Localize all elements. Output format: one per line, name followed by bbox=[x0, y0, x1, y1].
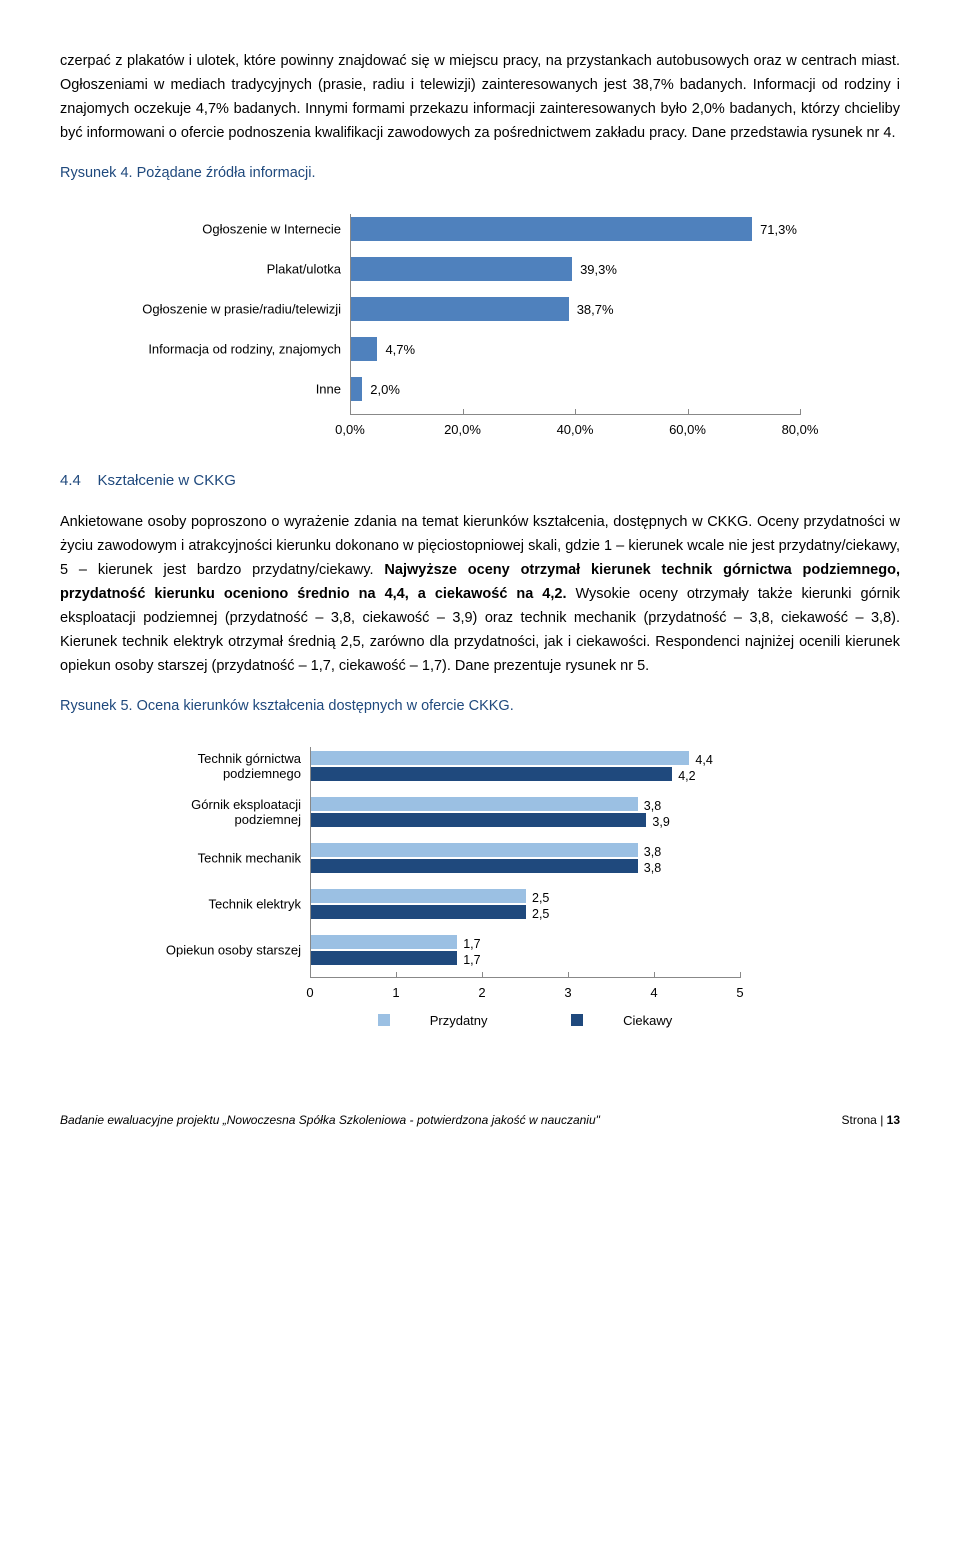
legend-ciekawy: Ciekawy bbox=[623, 1013, 672, 1028]
chart5-bar-ciekawy: 2,5 bbox=[311, 905, 526, 919]
section-number: 4.4 bbox=[60, 472, 81, 489]
chart5-bar-value: 2,5 bbox=[526, 904, 549, 925]
chart4-row: Ogłoszenie w Internecie71,3% bbox=[351, 214, 800, 244]
legend-przydatny: Przydatny bbox=[430, 1013, 488, 1028]
chart4-bar-value: 2,0% bbox=[362, 379, 400, 400]
section-title-text: Kształcenie w CKKG bbox=[98, 472, 236, 489]
page-footer: Badanie ewaluacyjne projektu „Nowoczesna… bbox=[60, 1111, 900, 1131]
chart5-bar-przydatny: 3,8 bbox=[311, 843, 638, 857]
chart4-bar-label: Informacja od rodziny, znajomych bbox=[81, 338, 351, 359]
chart4-bar-value: 39,3% bbox=[572, 259, 617, 280]
chart4-xtick: 40,0% bbox=[557, 419, 594, 440]
figure5-title: Rysunek 5. Ocena kierunków kształcenia d… bbox=[60, 695, 900, 719]
chart5-row: Górnik eksploatacjipodziemnej3,83,9 bbox=[311, 793, 740, 833]
chart5-bar-przydatny: 1,7 bbox=[311, 935, 457, 949]
chart4-xtick: 80,0% bbox=[782, 419, 819, 440]
chart5-xtick: 5 bbox=[736, 982, 743, 1003]
chart5-legend: Przydatny Ciekawy bbox=[310, 1010, 740, 1031]
chart4-bar: 2,0% bbox=[351, 377, 362, 401]
chart5-bar-value: 4,2 bbox=[672, 766, 695, 787]
chart5-xtick: 2 bbox=[478, 982, 485, 1003]
figure4-title: Rysunek 4. Pożądane źródła informacji. bbox=[60, 162, 900, 186]
chart4-xtick: 60,0% bbox=[669, 419, 706, 440]
chart5-bar-value: 1,7 bbox=[457, 950, 480, 971]
chart5-xtick: 0 bbox=[306, 982, 313, 1003]
chart4-row: Informacja od rodziny, znajomych4,7% bbox=[351, 334, 800, 364]
chart4-bar-value: 71,3% bbox=[752, 219, 797, 240]
chart4-bar: 39,3% bbox=[351, 257, 572, 281]
chart5-bar-label: Technik mechanik bbox=[41, 851, 311, 866]
chart4-bar-label: Inne bbox=[81, 378, 351, 399]
chart5-bar-label: Technik elektryk bbox=[41, 897, 311, 912]
chart5-bar-label: Opiekun osoby starszej bbox=[41, 943, 311, 958]
chart5-bar-przydatny: 4,4 bbox=[311, 751, 689, 765]
chart-figure4: Ogłoszenie w Internecie71,3% Plakat/ulotk… bbox=[350, 214, 800, 439]
chart4-bar-label: Ogłoszenie w prasie/radiu/telewizji bbox=[81, 298, 351, 319]
chart5-bar-przydatny: 3,8 bbox=[311, 797, 638, 811]
chart5-bar-ciekawy: 1,7 bbox=[311, 951, 457, 965]
footer-page-label: Strona | bbox=[842, 1113, 887, 1127]
chart4-bar-label: Ogłoszenie w Internecie bbox=[81, 218, 351, 239]
chart5-row: Technik elektryk2,52,5 bbox=[311, 885, 740, 925]
chart4-xtick: 0,0% bbox=[335, 419, 365, 440]
intro-paragraph: czerpać z plakatów i ulotek, które powin… bbox=[60, 50, 900, 146]
chart4-row: Plakat/ulotka39,3% bbox=[351, 254, 800, 284]
chart5-bar-ciekawy: 4,2 bbox=[311, 767, 672, 781]
footer-page-number: 13 bbox=[887, 1113, 900, 1127]
chart4-bar-value: 4,7% bbox=[377, 339, 415, 360]
chart4-bar-label: Plakat/ulotka bbox=[81, 258, 351, 279]
footer-project-title: Badanie ewaluacyjne projektu „Nowoczesna… bbox=[60, 1111, 600, 1131]
chart5-xtick: 3 bbox=[564, 982, 571, 1003]
chart5-bar-label: Górnik eksploatacjipodziemnej bbox=[41, 798, 311, 828]
chart4-row: Ogłoszenie w prasie/radiu/telewizji38,7% bbox=[351, 294, 800, 324]
chart-figure5: Technik górnictwapodziemnego4,44,2Górnik… bbox=[310, 747, 740, 1031]
chart4-bar-value: 38,7% bbox=[569, 299, 614, 320]
chart4-bar: 71,3% bbox=[351, 217, 752, 241]
section-paragraph: Ankietowane osoby poproszono o wyrażenie… bbox=[60, 511, 900, 678]
chart5-row: Technik górnictwapodziemnego4,44,2 bbox=[311, 747, 740, 787]
chart4-xtick: 20,0% bbox=[444, 419, 481, 440]
chart5-bar-value: 3,8 bbox=[638, 858, 661, 879]
chart5-bar-value: 3,9 bbox=[646, 812, 669, 833]
chart5-xtick: 1 bbox=[392, 982, 399, 1003]
chart5-bar-ciekawy: 3,9 bbox=[311, 813, 646, 827]
chart5-row: Technik mechanik3,83,8 bbox=[311, 839, 740, 879]
chart5-bar-label: Technik górnictwapodziemnego bbox=[41, 752, 311, 782]
chart4-row: Inne2,0% bbox=[351, 374, 800, 404]
chart5-xtick: 4 bbox=[650, 982, 657, 1003]
chart4-bar: 38,7% bbox=[351, 297, 569, 321]
chart5-row: Opiekun osoby starszej1,71,7 bbox=[311, 931, 740, 971]
section-heading: 4.4 Kształcenie w CKKG bbox=[60, 469, 900, 494]
chart5-bar-przydatny: 2,5 bbox=[311, 889, 526, 903]
footer-page: Strona | 13 bbox=[842, 1111, 901, 1131]
chart5-bar-ciekawy: 3,8 bbox=[311, 859, 638, 873]
chart4-bar: 4,7% bbox=[351, 337, 377, 361]
